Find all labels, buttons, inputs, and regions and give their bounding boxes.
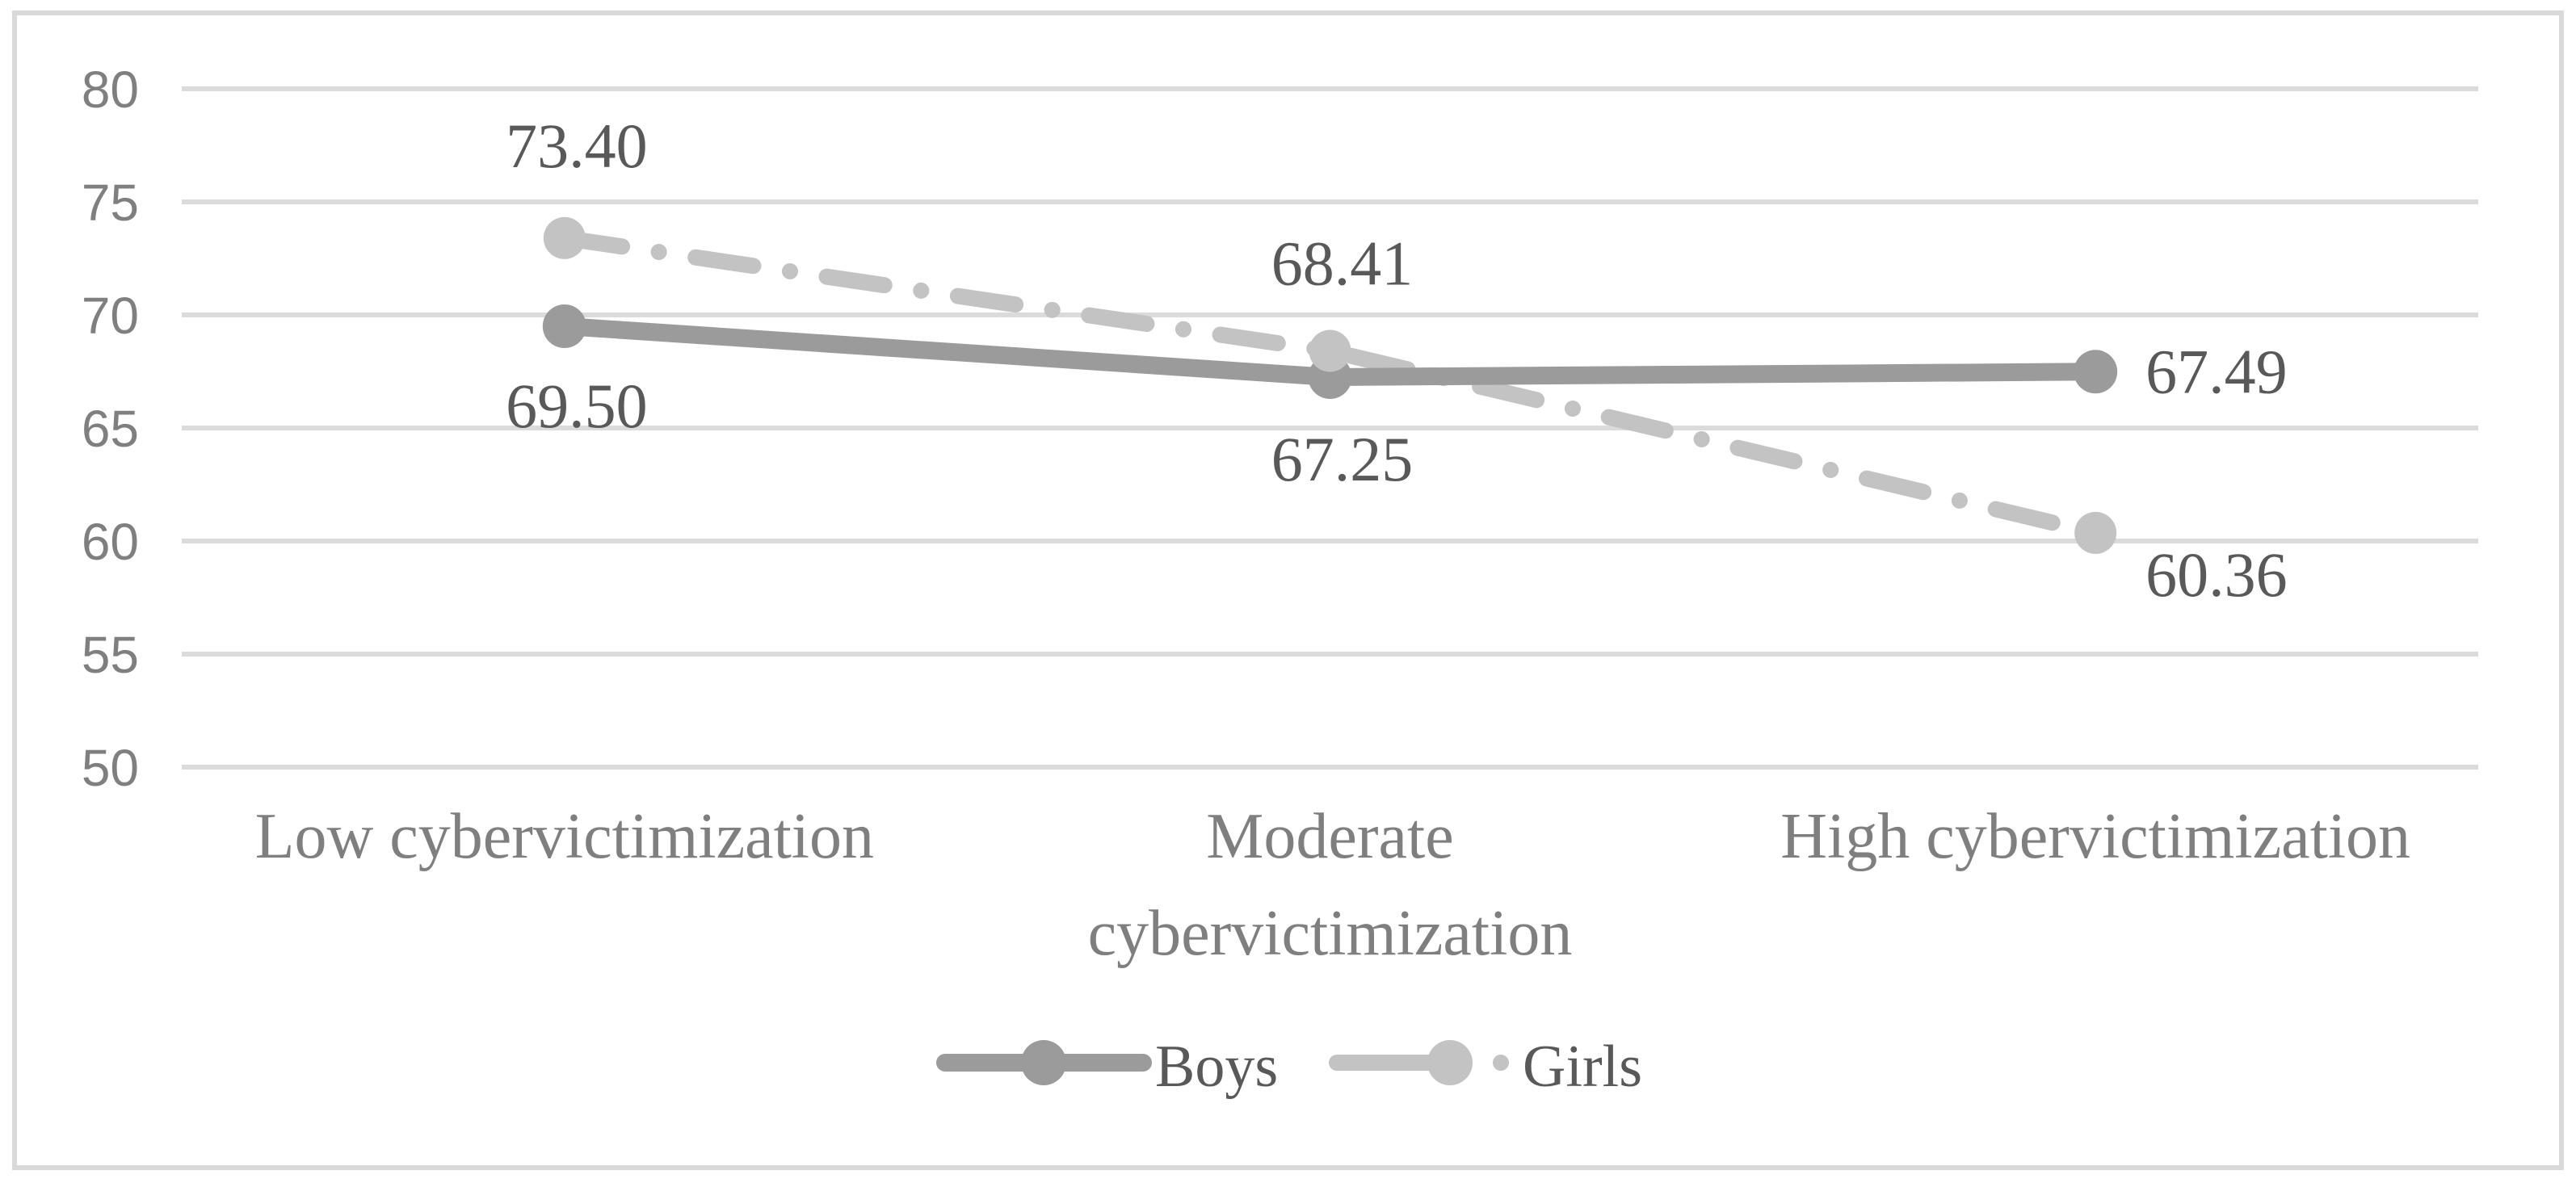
- legend: Boys Girls: [936, 1034, 1642, 1100]
- boys-data-label: 69.50: [506, 371, 648, 441]
- legend-girls-dot: [1493, 1055, 1509, 1071]
- boys-marker: [2074, 350, 2118, 394]
- legend-boys-label: Boys: [1155, 1034, 1278, 1100]
- axis-labels-layer: 80 75 70 65 60 55 50 Low cybervictimization Mode…: [82, 61, 2410, 969]
- girls-data-label: 68.41: [1271, 229, 1414, 299]
- data-labels-layer: 69.50 67.25 67.49 73.40 68.41 60.36: [506, 111, 2288, 610]
- figure-border: [12, 10, 2564, 1170]
- category-label: cybervictimization: [1088, 898, 1573, 969]
- series-layer: [542, 216, 2118, 554]
- category-label: High cybervictimization: [1780, 801, 2410, 872]
- y-tick-label: 65: [82, 400, 139, 458]
- y-tick-label: 60: [82, 513, 139, 571]
- y-tick-label: 55: [82, 626, 139, 684]
- girls-line: [556, 229, 2104, 541]
- legend-girls-label: Girls: [1523, 1034, 1642, 1100]
- boys-data-label: 67.25: [1271, 424, 1414, 494]
- girls-marker: [543, 216, 586, 259]
- category-label: Moderate: [1206, 801, 1454, 872]
- y-tick-label: 50: [82, 739, 139, 797]
- girls-data-label: 60.36: [2145, 539, 2288, 610]
- legend-boys-marker: [1021, 1040, 1066, 1085]
- girls-marker: [1309, 329, 1351, 372]
- boys-data-label: 67.49: [2145, 336, 2288, 406]
- boys-marker: [542, 304, 586, 348]
- y-tick-label: 70: [82, 287, 139, 345]
- girls-data-label: 73.40: [506, 111, 648, 181]
- legend-girls-marker: [1427, 1040, 1473, 1085]
- y-tick-label: 75: [82, 174, 139, 232]
- category-label: Low cybervictimization: [255, 801, 874, 872]
- y-tick-label: 80: [82, 61, 139, 119]
- girls-marker: [2074, 511, 2117, 554]
